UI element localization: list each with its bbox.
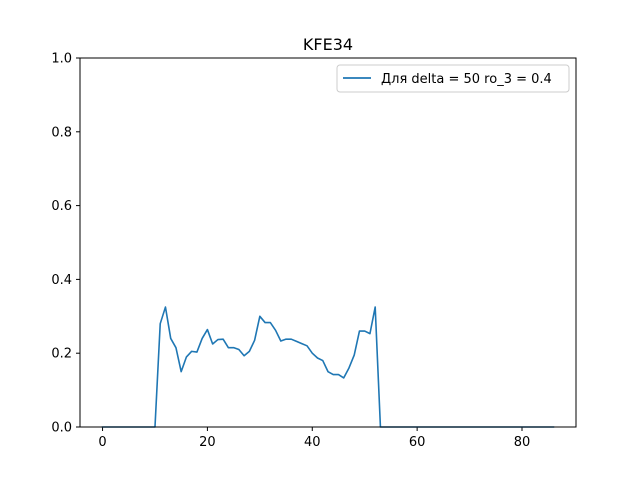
- y-tick-label: 0.2: [51, 347, 72, 362]
- series-line: [101, 306, 555, 428]
- series-layer: [101, 306, 555, 428]
- x-tick-label: 0: [98, 435, 106, 450]
- y-tick-label: 0.8: [51, 125, 72, 140]
- legend: Для delta = 50 ro_3 = 0.4: [336, 64, 570, 93]
- x-tick-label: 60: [409, 435, 426, 450]
- x-tick-label: 20: [199, 435, 216, 450]
- y-tick-label: 0.6: [51, 199, 72, 214]
- x-tick-label: 40: [304, 435, 321, 450]
- x-tick-label: 80: [514, 435, 531, 450]
- legend-label: Для delta = 50 ro_3 = 0.4: [381, 72, 552, 87]
- y-tick-label: 0.0: [51, 421, 72, 436]
- legend-box: [336, 64, 570, 93]
- y-tick-label: 1.0: [51, 52, 72, 67]
- axis-ticks: 0 20 40 60 80 0.0 0.2 0.4 0.6 0.8 1.0: [51, 52, 530, 451]
- y-tick-label: 0.4: [51, 273, 72, 288]
- chart-title: KFE34: [303, 35, 353, 54]
- plot-frame: [79, 57, 577, 428]
